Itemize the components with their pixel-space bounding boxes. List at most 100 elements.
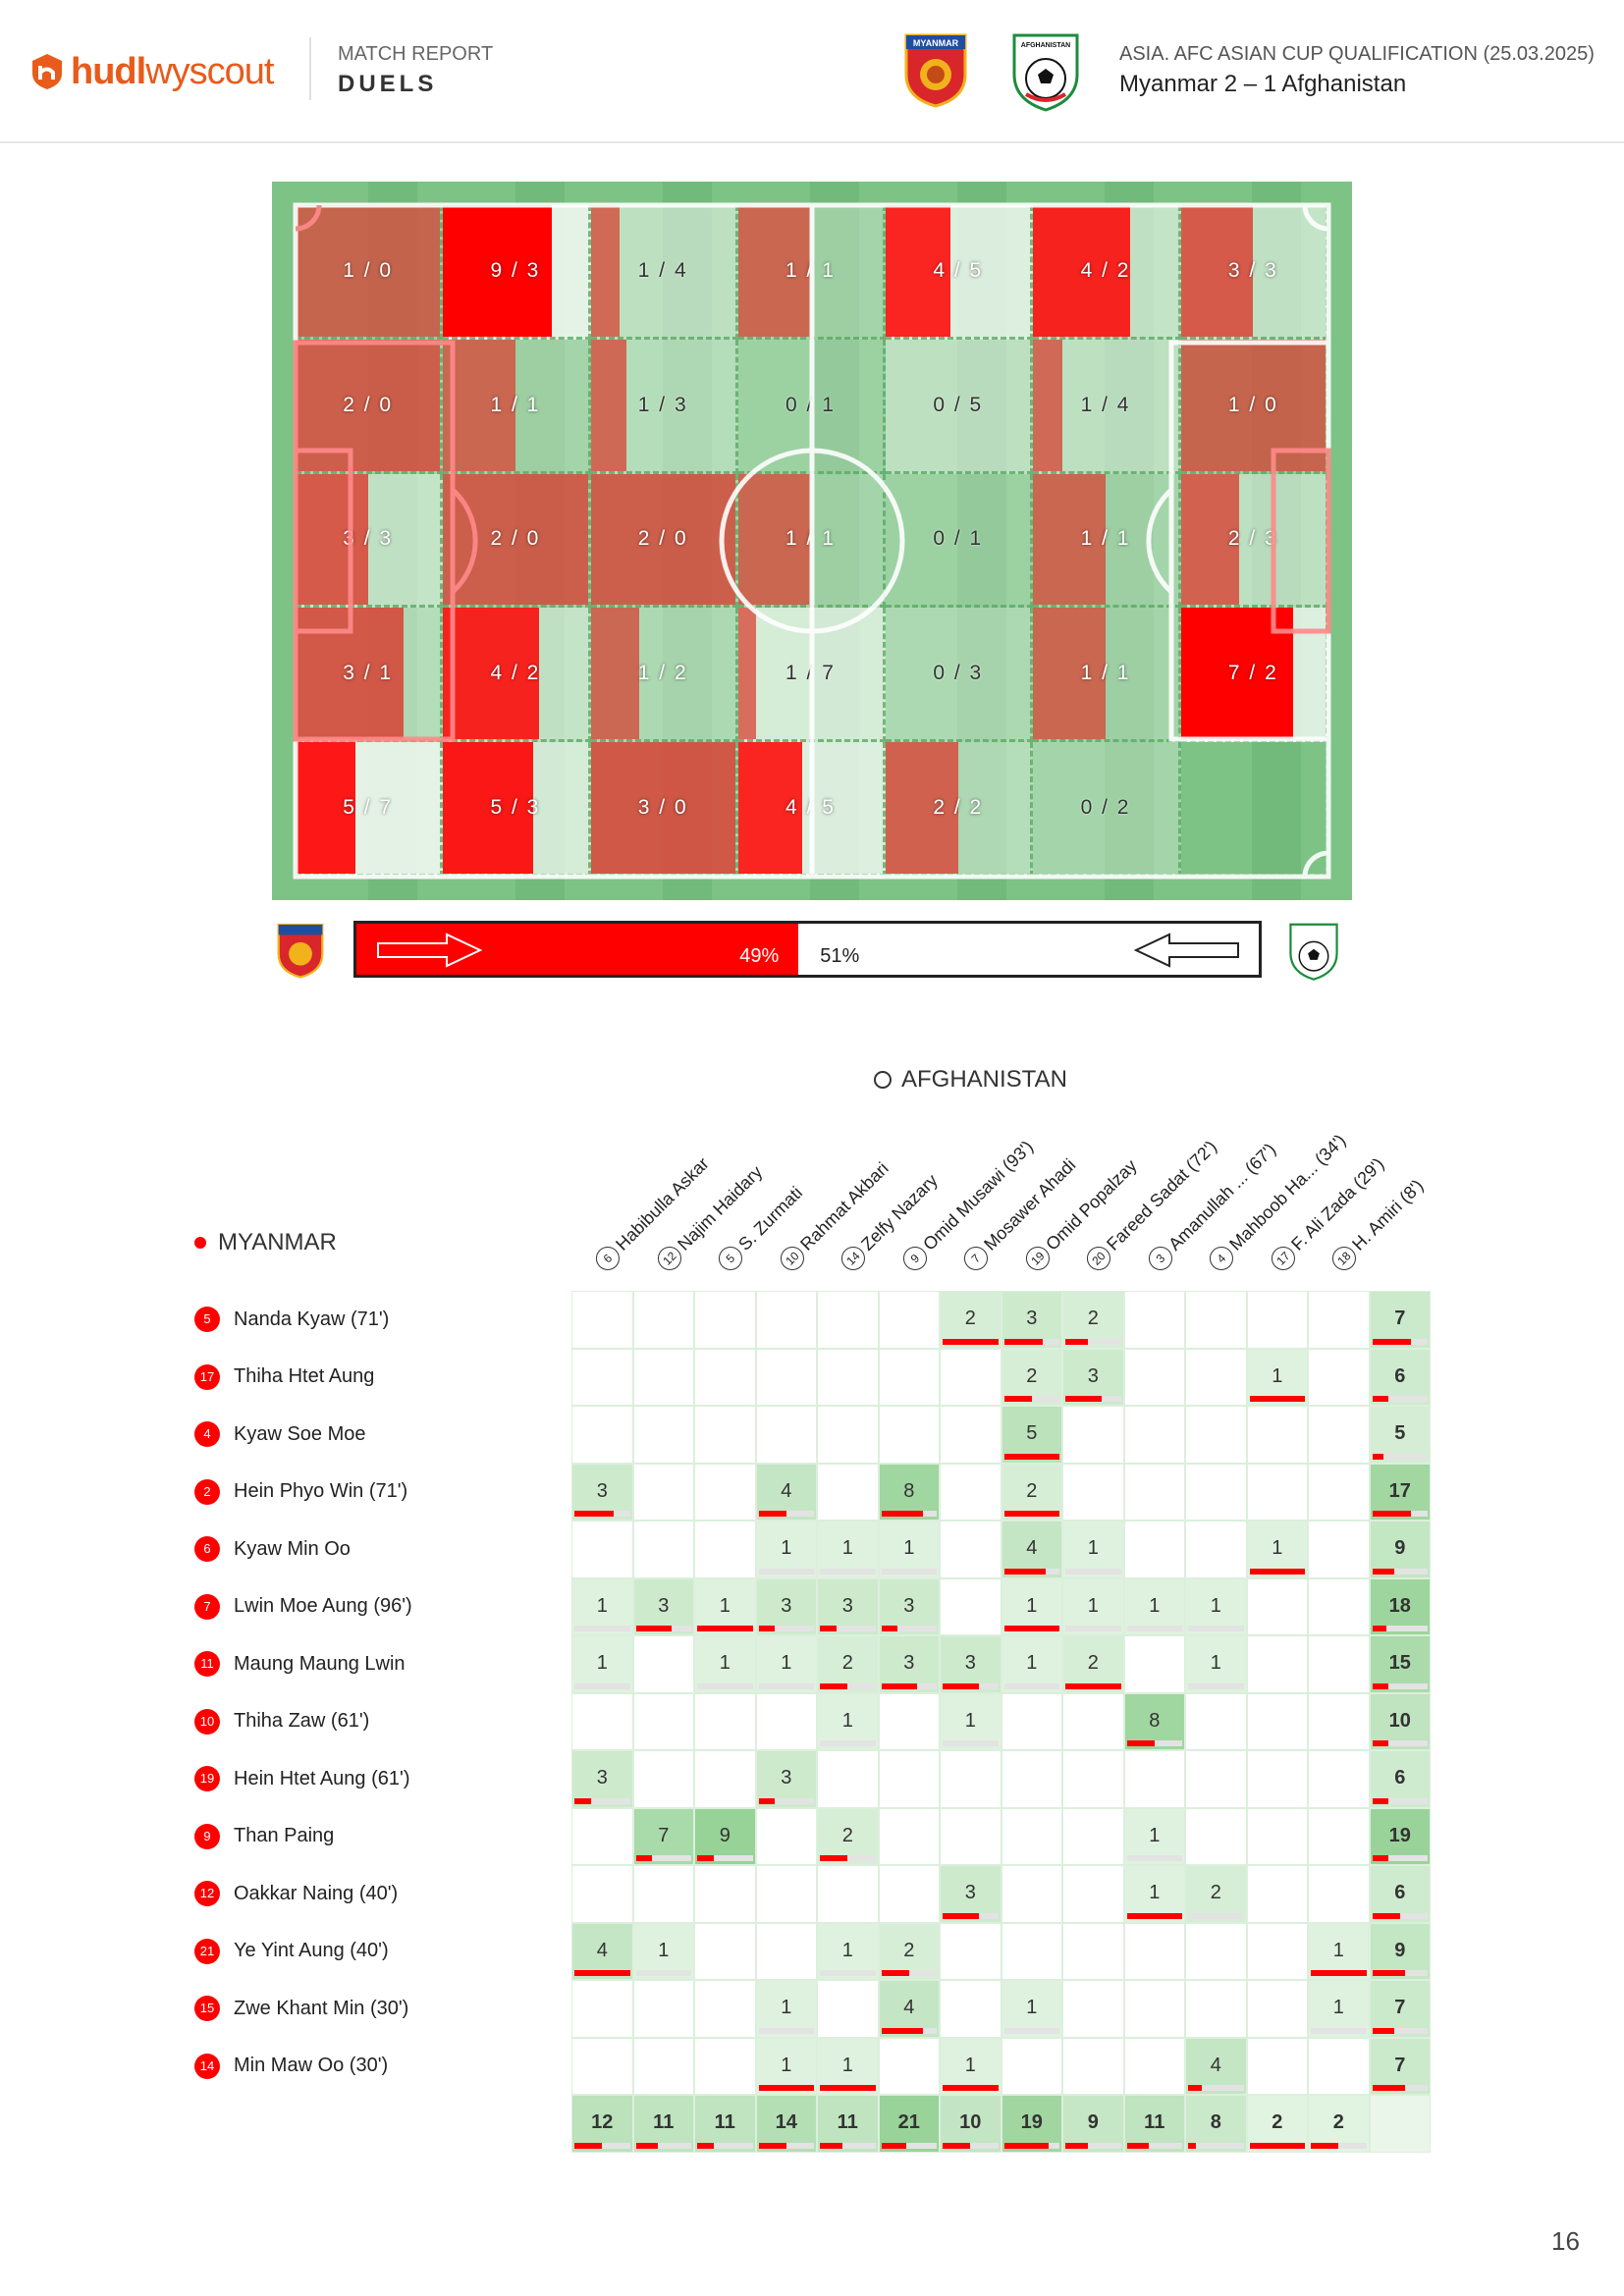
zone-label: 0 / 5	[933, 393, 984, 416]
won-share-track	[1003, 1568, 1059, 1575]
row-player-label: 12 Oakkar Naing (40')	[194, 1879, 398, 1908]
duel-cell	[940, 1750, 1001, 1808]
duel-cell	[1062, 1463, 1124, 1521]
total-cell: 9	[1062, 2095, 1124, 2153]
duel-cell	[1062, 1692, 1124, 1750]
won-share-fill	[1126, 2142, 1150, 2149]
duel-cell	[1246, 1291, 1308, 1349]
duel-cell: 1	[1308, 1922, 1370, 1980]
duel-cell	[878, 1348, 940, 1406]
won-share-track	[1372, 1740, 1428, 1746]
duel-cell	[694, 1463, 756, 1521]
won-share-track	[1372, 2085, 1428, 2091]
duel-count: 1	[719, 1652, 731, 1674]
won-share-fill	[1372, 1970, 1406, 1976]
duel-cell	[694, 1922, 756, 1980]
duel-cell: 5	[1001, 1406, 1062, 1464]
duel-cell	[940, 1406, 1001, 1464]
duel-count: 7	[1394, 1308, 1406, 1329]
won-share-track	[1372, 1797, 1428, 1804]
duel-cell	[694, 1692, 756, 1750]
won-share-fill	[574, 1511, 614, 1517]
duel-count: 2	[1087, 1308, 1099, 1329]
duel-cell: 3	[632, 1577, 694, 1635]
duel-cell: 8	[1123, 1692, 1185, 1750]
duel-count: 1	[781, 1997, 792, 2018]
duel-cell: 2	[1001, 1463, 1062, 1521]
total-cell: 6	[1369, 1750, 1431, 1808]
pitch-zone: 4 / 2	[1033, 205, 1181, 340]
duel-cell	[694, 1865, 756, 1923]
shirt-number: 11	[194, 1651, 220, 1677]
won-share-fill	[1372, 1511, 1412, 1517]
duel-cell	[1308, 1865, 1370, 1923]
arrow-left-icon	[1133, 933, 1239, 968]
duel-cell	[694, 1348, 756, 1406]
duel-cell: 1	[755, 2037, 817, 2095]
duel-cell	[878, 1807, 940, 1865]
duel-count: 17	[1388, 1479, 1411, 1502]
zone-label: 3 / 3	[343, 527, 394, 551]
duel-cell	[817, 1750, 879, 1808]
duel-cell	[940, 1577, 1001, 1635]
duel-cell: 4	[1001, 1521, 1062, 1578]
duel-count: 1	[903, 1537, 915, 1559]
won-share-fill	[943, 2085, 999, 2091]
duel-cell	[571, 1291, 633, 1349]
duel-count: 1	[964, 2054, 976, 2076]
zone-won-fill	[737, 608, 757, 740]
won-share-track	[635, 1855, 691, 1861]
duel-cell	[1185, 1980, 1247, 2038]
pitch-zone: 2 / 0	[296, 339, 444, 474]
pitch-markings	[293, 202, 1331, 880]
won-share-fill	[881, 1511, 923, 1517]
zone-label: 9 / 3	[490, 258, 541, 282]
won-share-track	[820, 1855, 876, 1861]
row-player-label: 4 Kyaw Soe Moe	[194, 1419, 366, 1449]
svg-text:MYANMAR: MYANMAR	[913, 38, 959, 48]
hudl-wyscout-logo: hudlwyscout	[29, 47, 274, 96]
zone-won-fill	[590, 339, 627, 471]
zone-label: 3 / 0	[637, 796, 688, 820]
won-share-track	[1126, 1626, 1182, 1631]
duel-cell	[878, 1692, 940, 1750]
won-share-track	[635, 1626, 691, 1631]
pitch-zone: 4 / 2	[443, 608, 591, 743]
pitch-zone: 1 / 3	[590, 339, 738, 474]
duel-count: 1	[1272, 1364, 1283, 1387]
won-share-track	[1372, 1511, 1428, 1517]
won-share-fill	[820, 2142, 842, 2149]
won-share-fill	[1372, 2027, 1395, 2034]
won-share-track	[1003, 2142, 1059, 2149]
pitch-zone: 0 / 3	[886, 608, 1034, 743]
duel-cell	[817, 1463, 879, 1521]
duel-cell: 1	[1123, 1577, 1185, 1635]
duel-cell	[1308, 1692, 1370, 1750]
won-share-track	[1188, 2142, 1244, 2149]
won-share-track	[574, 2142, 630, 2149]
duel-cell: 3	[940, 1865, 1001, 1923]
total-cell: 2	[1246, 2095, 1308, 2153]
won-share-track	[881, 2142, 937, 2149]
won-share-fill	[1249, 1568, 1305, 1575]
duel-cell	[1001, 1922, 1062, 1980]
duel-cell	[1185, 1463, 1247, 1521]
won-share-fill	[1372, 1740, 1389, 1746]
home-share-label: 49%	[739, 945, 780, 967]
duel-count: 1	[781, 2054, 792, 2076]
duel-cell: 1	[1001, 1980, 1062, 2038]
duel-cell	[571, 1521, 633, 1578]
duel-cell	[1308, 1406, 1370, 1464]
duel-count: 2	[1272, 2111, 1283, 2133]
player-name: Ye Yint Aung (40')	[234, 1940, 389, 1961]
won-share-fill	[1003, 1453, 1059, 1460]
pitch-zone: 1 / 1	[1033, 473, 1181, 609]
pitch-zone: 2 / 2	[886, 742, 1034, 877]
duel-cell: 1	[1062, 1577, 1124, 1635]
duel-cell	[878, 1406, 940, 1464]
afghanistan-crest-icon: AFGHANISTAN	[1012, 33, 1079, 112]
duel-cell: 1	[632, 1922, 694, 1980]
duel-cell	[1246, 1807, 1308, 1865]
won-share-fill	[1065, 1338, 1088, 1345]
pitch-zone: 3 / 0	[590, 742, 738, 877]
